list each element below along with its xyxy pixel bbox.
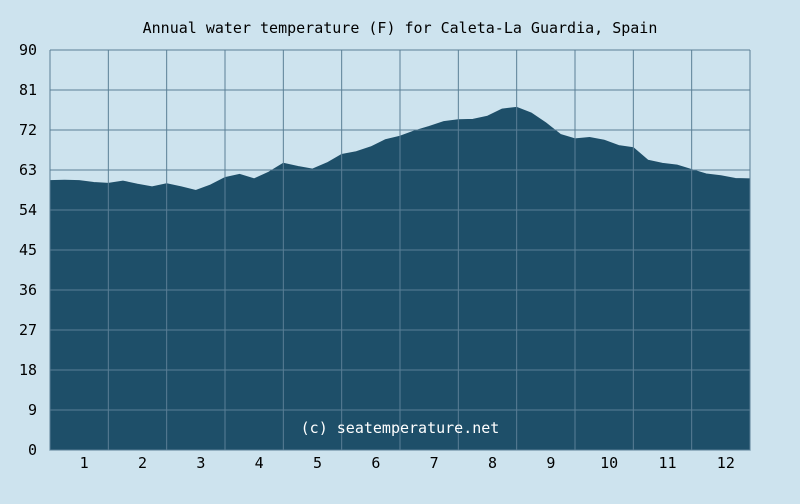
copyright-annotation: (c) seatemperature.net — [301, 419, 500, 437]
x-tick-label: 12 — [717, 454, 735, 472]
x-tick-label: 7 — [430, 454, 439, 472]
x-tick-label: 2 — [138, 454, 147, 472]
chart-title: Annual water temperature (F) for Caleta-… — [143, 19, 658, 37]
y-tick-label: 63 — [19, 161, 37, 179]
y-tick-label: 90 — [19, 41, 37, 59]
x-tick-label: 6 — [371, 454, 380, 472]
x-tick-label: 5 — [313, 454, 322, 472]
x-tick-label: 11 — [658, 454, 676, 472]
x-tick-label: 4 — [255, 454, 264, 472]
y-tick-label: 9 — [28, 401, 37, 419]
x-tick-label: 1 — [80, 454, 89, 472]
x-tick-label: 10 — [600, 454, 618, 472]
grid — [49, 49, 751, 451]
y-tick-label: 27 — [19, 321, 37, 339]
y-tick-label: 72 — [19, 121, 37, 139]
y-tick-label: 0 — [28, 441, 37, 459]
x-tick-label: 3 — [196, 454, 205, 472]
y-tick-label: 45 — [19, 241, 37, 259]
y-tick-label: 18 — [19, 361, 37, 379]
y-tick-label: 81 — [19, 81, 37, 99]
y-tick-label: 54 — [19, 201, 37, 219]
x-tick-label: 9 — [546, 454, 555, 472]
y-tick-label: 36 — [19, 281, 37, 299]
x-tick-label: 8 — [488, 454, 497, 472]
